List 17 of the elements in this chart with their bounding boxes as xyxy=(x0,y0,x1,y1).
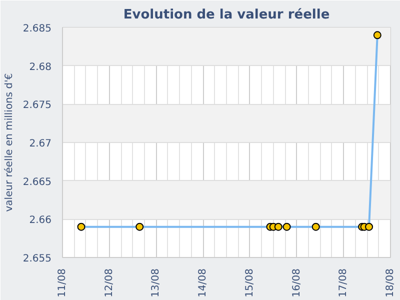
x-tick-label: 11/08 xyxy=(57,268,68,298)
x-tick-label: 16/08 xyxy=(291,268,302,298)
x-tick-label: 18/08 xyxy=(385,268,396,298)
y-tick-label: 2.68 xyxy=(29,62,52,73)
y-tick-label: 2.685 xyxy=(22,24,52,34)
x-tick-label: 17/08 xyxy=(338,268,350,298)
x-tick-label: 14/08 xyxy=(198,268,209,298)
y-tick-label: 2.67 xyxy=(29,138,52,150)
y-tick-label: 2.675 xyxy=(22,100,52,112)
y-tick-label: 2.665 xyxy=(22,176,52,188)
y-tick-label: 2.66 xyxy=(29,215,52,226)
y-axis-title: valeur réelle en millions d'€ xyxy=(4,73,15,212)
x-tick-label: 12/08 xyxy=(104,268,115,298)
x-tick-label: 15/08 xyxy=(244,268,256,298)
chart-title: Evolution de la valeur réelle xyxy=(123,8,330,22)
y-tick-label: 2.655 xyxy=(22,254,52,264)
x-tick-label: 13/08 xyxy=(150,268,162,298)
